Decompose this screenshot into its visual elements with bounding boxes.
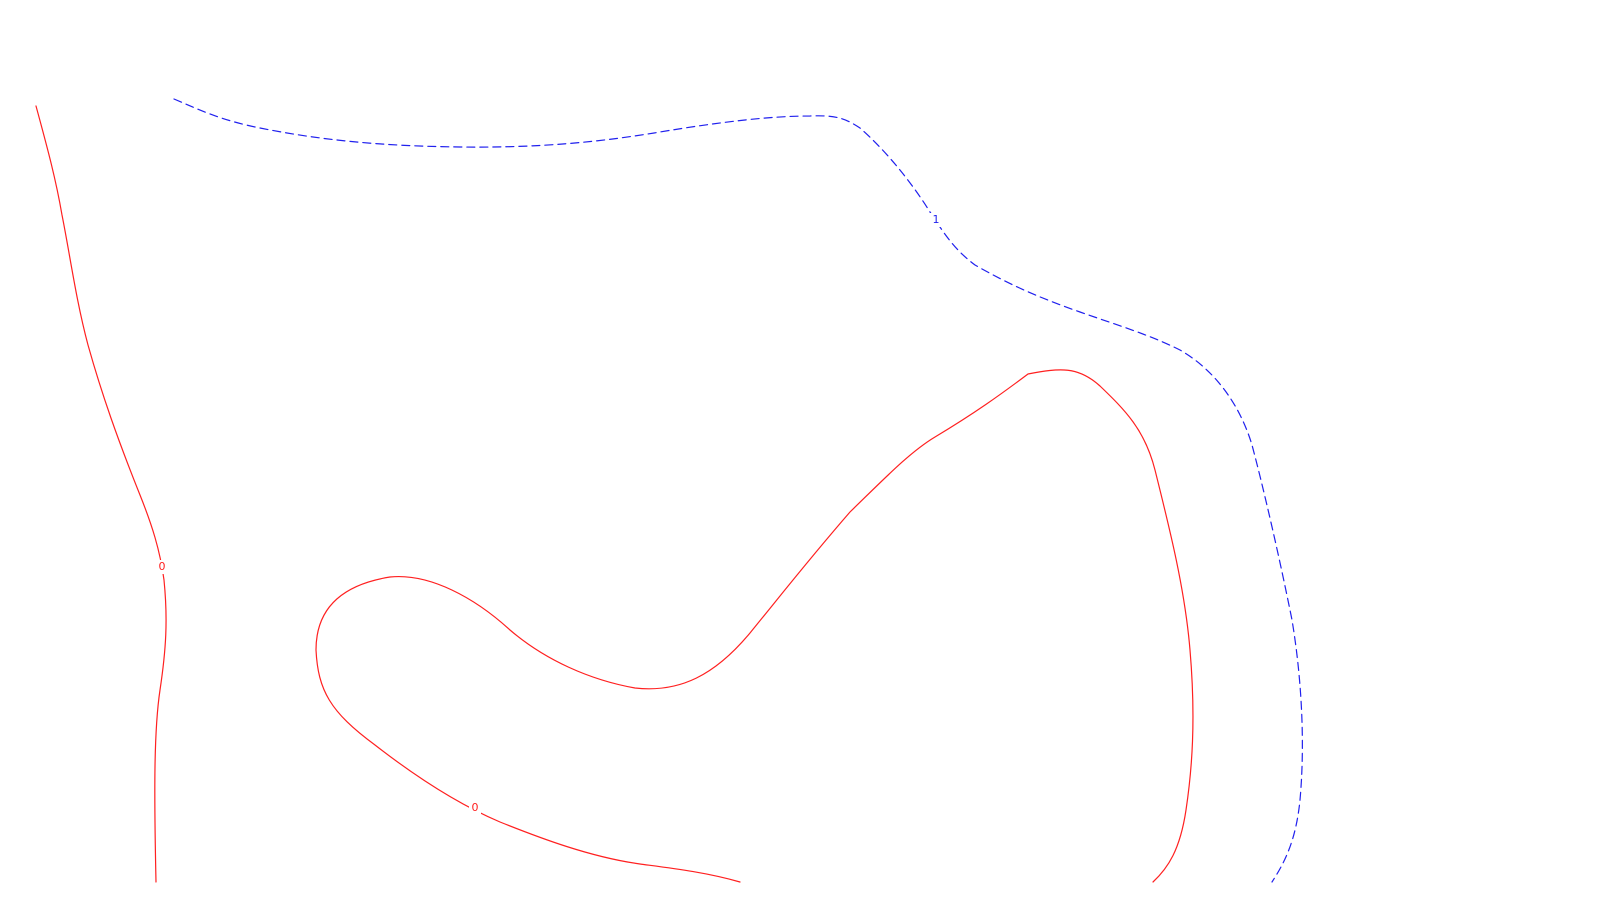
contour-line-level-1: [173, 98, 1303, 883]
contour-label-bg: [930, 213, 942, 227]
contour-label-level-0-left: 0: [159, 560, 166, 573]
contour-label-level-1: 1: [933, 213, 940, 226]
contour-label-bg: [156, 560, 168, 574]
contour-label-bg: [469, 801, 481, 815]
contour-label-level-0-loop: 0: [472, 801, 479, 814]
contour-group-level-0-left: 0: [35, 105, 168, 883]
contour-group-level-1: 1: [173, 98, 1303, 883]
contour-line-level-0-left: [35, 105, 167, 883]
contour-group-level-0-loop: 0: [315, 369, 1194, 883]
contour-line-level-0-loop: [315, 369, 1194, 883]
